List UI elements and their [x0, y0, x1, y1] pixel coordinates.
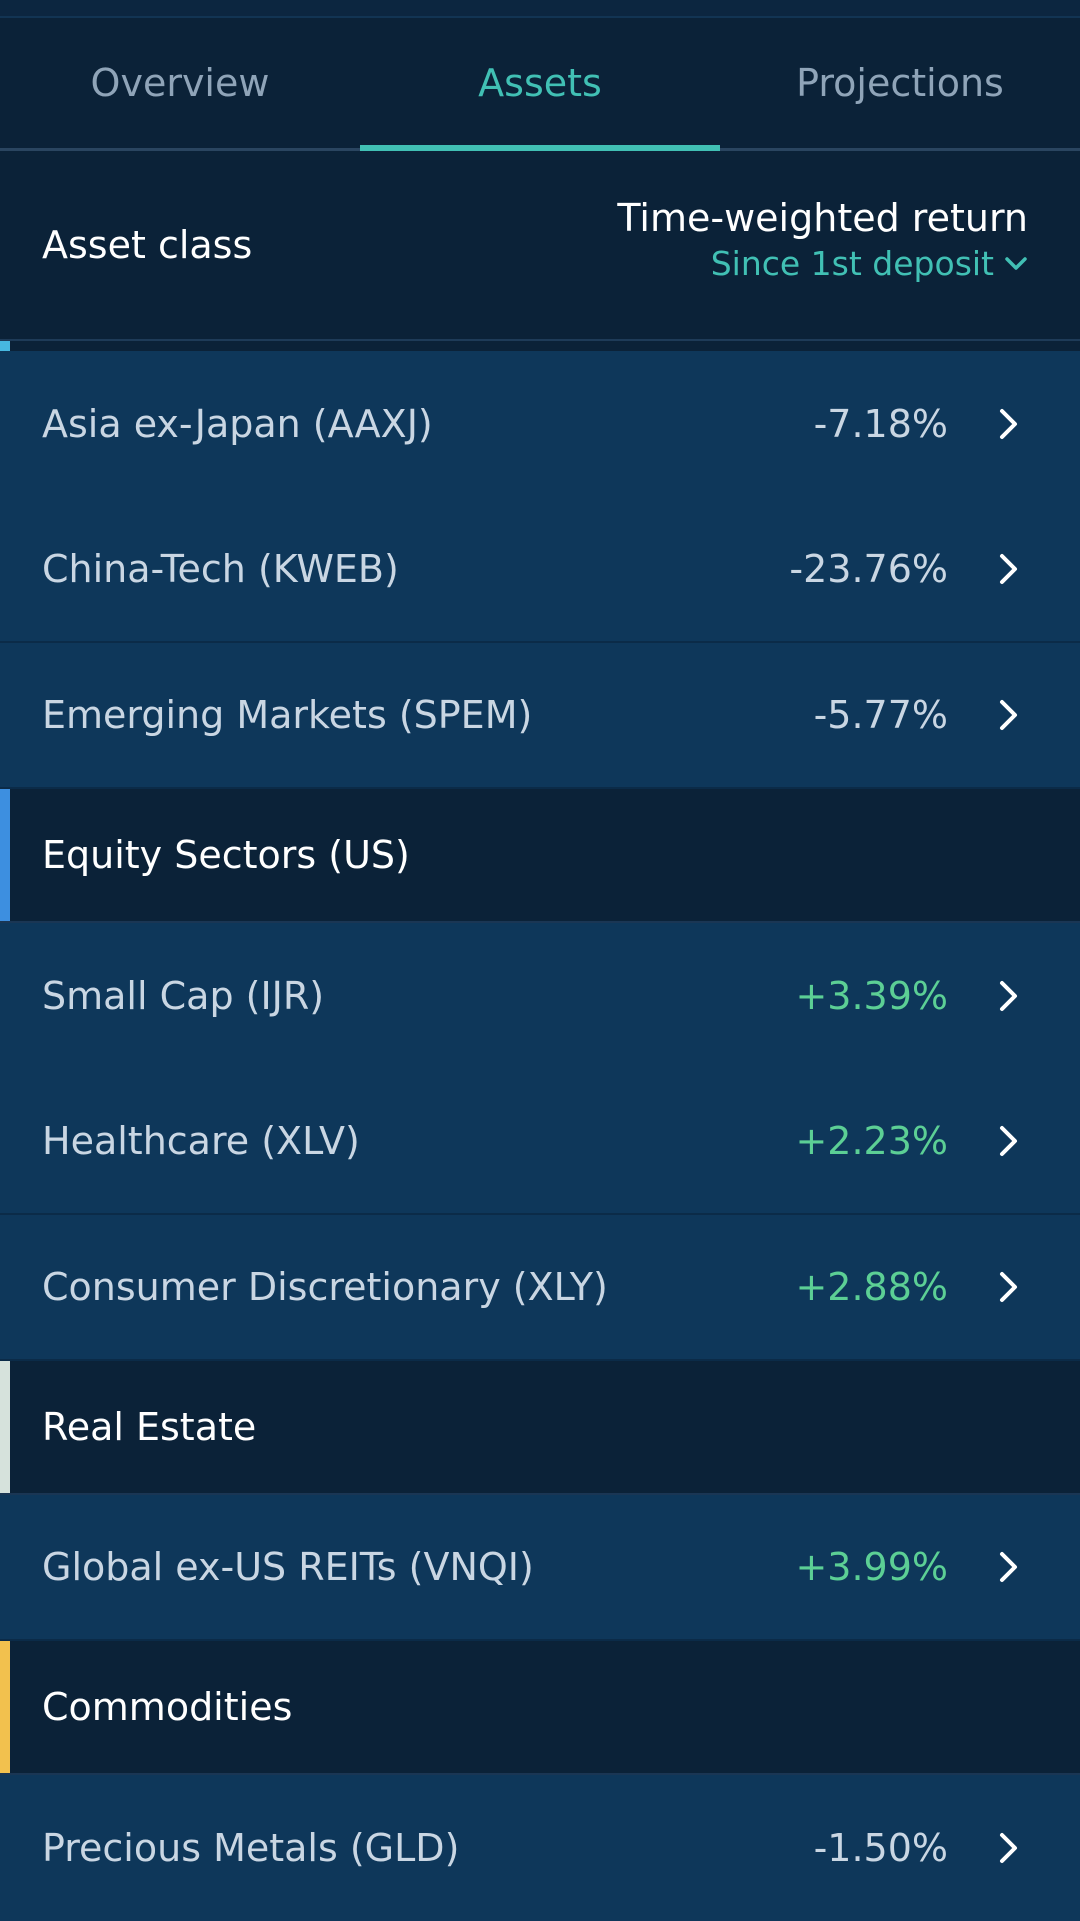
list-item[interactable]: China-Tech (KWEB) -23.76% — [0, 497, 1080, 643]
tab-overview[interactable]: Overview — [90, 61, 270, 105]
list-item[interactable]: Consumer Discretionary (XLY) +2.88% — [0, 1215, 1080, 1361]
asset-name: Consumer Discretionary (XLY) — [42, 1265, 608, 1309]
return-title: Time-weighted return — [617, 196, 1028, 240]
chevron-right-icon — [1000, 981, 1017, 1011]
asset-return: +2.23% — [795, 1119, 948, 1163]
asset-name: Emerging Markets (SPEM) — [42, 693, 533, 737]
tab-assets[interactable]: Assets — [360, 18, 720, 151]
chevron-right-icon — [1000, 409, 1017, 439]
group-stripe — [0, 341, 1080, 351]
chevron-right-icon — [1000, 1833, 1017, 1863]
list-item[interactable]: Precious Metals (GLD) -1.50% — [0, 1775, 1080, 1921]
asset-name: Precious Metals (GLD) — [42, 1826, 460, 1870]
asset-name: Small Cap (IJR) — [42, 974, 325, 1018]
column-header: Asset class Time-weighted return Since 1… — [0, 151, 1080, 341]
group-color-bar — [0, 1361, 10, 1493]
chevron-right-icon — [1000, 700, 1017, 730]
asset-name: China-Tech (KWEB) — [42, 547, 399, 591]
chevron-right-icon — [1000, 1552, 1017, 1582]
list-item[interactable]: Global ex-US REITs (VNQI) +3.99% — [0, 1495, 1080, 1641]
group-title: Commodities — [42, 1685, 293, 1729]
asset-return: -5.77% — [813, 693, 948, 737]
top-status-strip — [0, 0, 1080, 18]
asset-return: +2.88% — [795, 1265, 948, 1309]
asset-return: -7.18% — [813, 402, 948, 446]
group-title: Equity Sectors (US) — [42, 833, 410, 877]
chevron-down-icon — [1005, 257, 1027, 270]
asset-name: Asia ex-Japan (AAXJ) — [42, 402, 433, 446]
group-color-bar — [0, 1641, 10, 1773]
asset-list: Asia ex-Japan (AAXJ) -7.18% China-Tech (… — [0, 341, 1080, 1921]
chevron-right-icon — [1000, 554, 1017, 584]
period-label: Since 1st deposit — [710, 244, 994, 283]
asset-return: +3.39% — [795, 974, 948, 1018]
group-color-marker — [0, 341, 10, 351]
list-item[interactable]: Emerging Markets (SPEM) -5.77% — [0, 643, 1080, 789]
return-header: Time-weighted return Since 1st deposit — [617, 195, 1028, 287]
group-header-commodities: Commodities — [0, 1641, 1080, 1775]
asset-return: -1.50% — [813, 1826, 948, 1870]
tab-projections[interactable]: Projections — [796, 61, 1004, 105]
list-item[interactable]: Healthcare (XLV) +2.23% — [0, 1069, 1080, 1215]
list-item[interactable]: Asia ex-Japan (AAXJ) -7.18% — [0, 351, 1080, 497]
list-item[interactable]: Small Cap (IJR) +3.39% — [0, 923, 1080, 1069]
asset-return: -23.76% — [789, 547, 948, 591]
asset-name: Global ex-US REITs (VNQI) — [42, 1545, 534, 1589]
group-color-bar — [0, 789, 10, 921]
asset-name: Healthcare (XLV) — [42, 1119, 360, 1163]
group-title: Real Estate — [42, 1405, 257, 1449]
period-selector[interactable]: Since 1st deposit — [617, 241, 1028, 287]
group-header-real-estate: Real Estate — [0, 1361, 1080, 1495]
tab-bar: Overview Assets Projections — [0, 18, 1080, 151]
chevron-right-icon — [1000, 1126, 1017, 1156]
group-header-equity-sectors: Equity Sectors (US) — [0, 789, 1080, 923]
chevron-right-icon — [1000, 1272, 1017, 1302]
asset-return: +3.99% — [795, 1545, 948, 1589]
asset-class-label: Asset class — [42, 223, 253, 267]
